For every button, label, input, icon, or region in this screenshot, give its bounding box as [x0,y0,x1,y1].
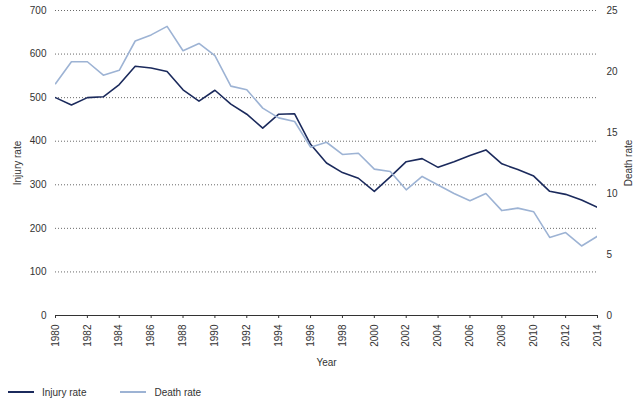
svg-text:0: 0 [607,310,613,321]
svg-text:Year: Year [316,357,337,368]
svg-text:1984: 1984 [113,324,124,347]
svg-text:1982: 1982 [82,324,93,347]
html-text:Death rate: Death rate [154,386,202,398]
svg-text:600: 600 [30,48,47,59]
svg-text:2002: 2002 [400,324,411,347]
svg-text:100: 100 [30,266,47,277]
html-text:Injury rate: Injury rate [42,386,87,398]
svg-text:1998: 1998 [337,324,348,347]
svg-text:Death rate: Death rate [623,139,634,186]
svg-text:1986: 1986 [145,324,156,347]
svg-text:2010: 2010 [528,324,539,347]
svg-text:2008: 2008 [496,324,507,347]
svg-text:2004: 2004 [432,324,443,347]
svg-text:1994: 1994 [273,324,284,347]
svg-text:1988: 1988 [177,324,188,347]
svg-text:2014: 2014 [592,324,603,347]
svg-text:1990: 1990 [209,324,220,347]
svg-text:300: 300 [30,179,47,190]
svg-text:2000: 2000 [369,324,380,347]
svg-text:25: 25 [607,5,619,16]
svg-text:1992: 1992 [241,324,252,347]
svg-text:15: 15 [607,127,619,138]
svg-text:1996: 1996 [305,324,316,347]
svg-text:700: 700 [30,5,47,16]
svg-text:400: 400 [30,135,47,146]
svg-text:20: 20 [607,66,619,77]
svg-text:1980: 1980 [50,324,61,347]
svg-text:0: 0 [41,310,47,321]
svg-text:Injury rate: Injury rate [12,140,23,185]
svg-text:500: 500 [30,92,47,103]
svg-text:10: 10 [607,188,619,199]
svg-text:2012: 2012 [560,324,571,347]
svg-text:200: 200 [30,223,47,234]
svg-text:5: 5 [607,249,613,260]
svg-text:2006: 2006 [464,324,475,347]
